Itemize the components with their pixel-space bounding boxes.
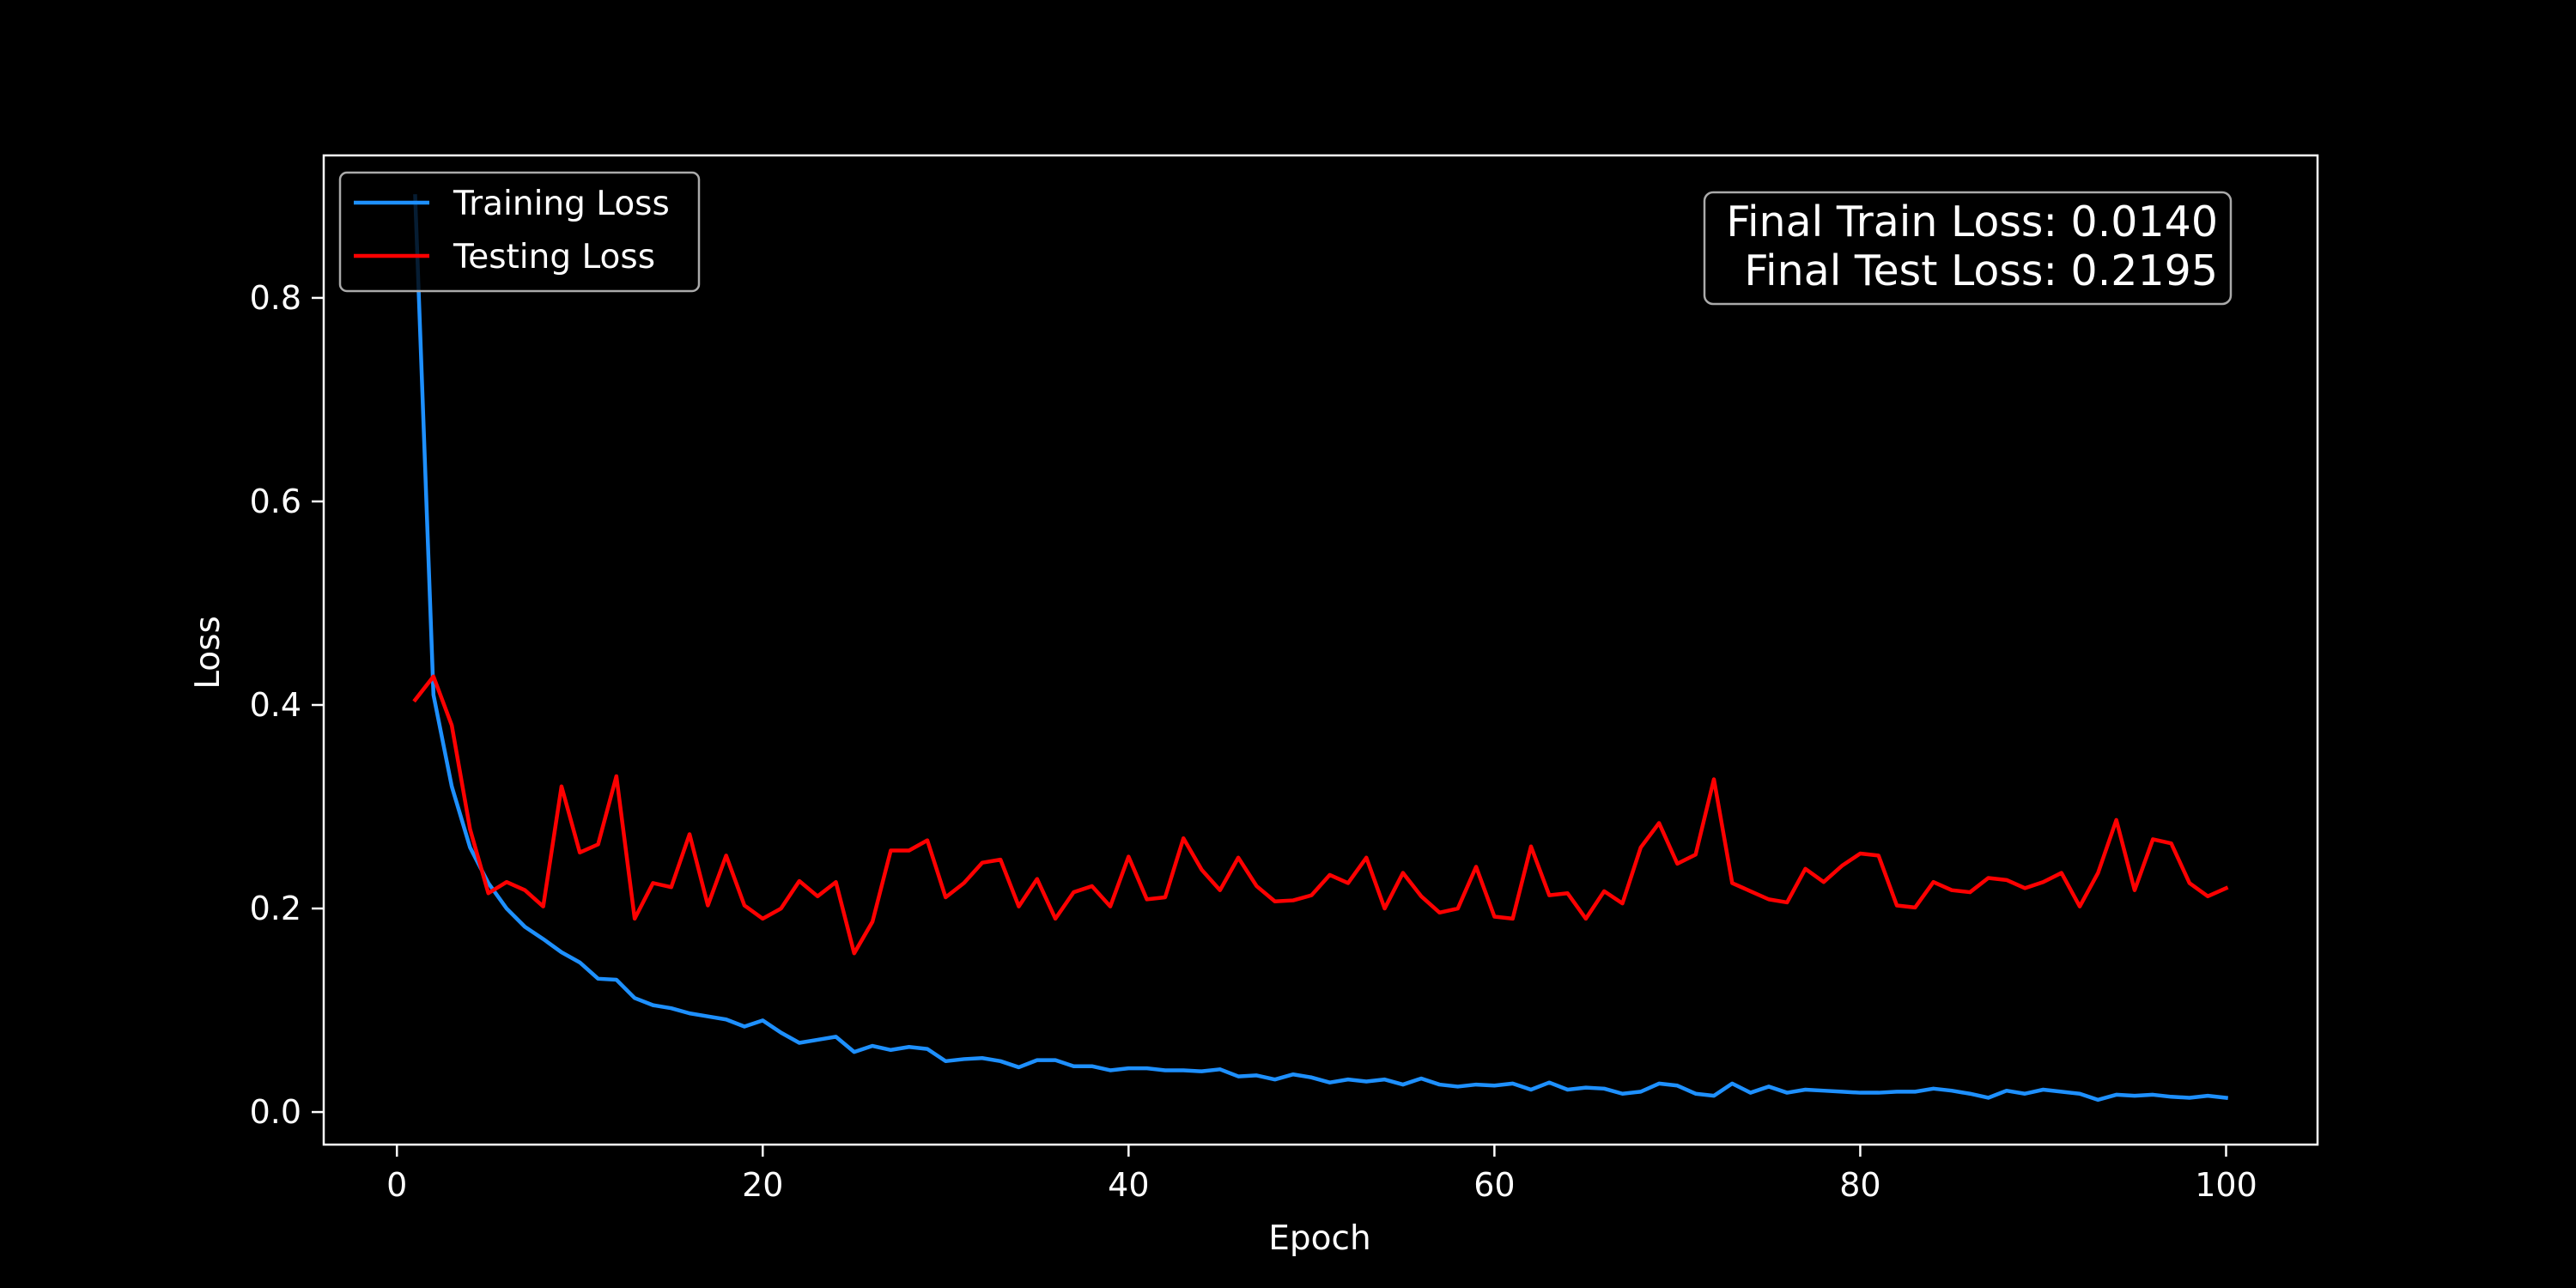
legend-box xyxy=(338,171,701,293)
y-tick-label: 0.0 xyxy=(250,1093,301,1131)
plot-area xyxy=(412,194,2229,1103)
x-tick-label: 100 xyxy=(2195,1166,2257,1204)
legend-label-training-loss: Training Loss xyxy=(453,185,670,223)
y-tick-label: 0.2 xyxy=(250,890,301,927)
final-test-loss-text: Final Test Loss: 0.2195 xyxy=(1744,246,2218,295)
y-tick-label: 0.6 xyxy=(250,483,301,520)
x-tick-label: 20 xyxy=(742,1166,783,1204)
legend-label-testing-loss: Testing Loss xyxy=(453,238,655,276)
y-axis-label: Loss xyxy=(189,616,228,690)
x-tick-label: 0 xyxy=(386,1166,407,1204)
y-tick-label: 0.4 xyxy=(250,686,301,724)
final-train-loss-text: Final Train Loss: 0.0140 xyxy=(1726,197,2218,246)
legend: Training Loss Testing Loss xyxy=(338,171,701,293)
x-tick-label: 40 xyxy=(1108,1166,1149,1204)
series-line-testing-loss xyxy=(412,674,2229,956)
x-tick-label: 60 xyxy=(1473,1166,1515,1204)
series-line-training-loss xyxy=(413,194,2228,1103)
axes-frame xyxy=(322,154,2319,1146)
y-tick-label: 0.8 xyxy=(250,279,301,317)
axes: 0 20 40 60 80 100 0.0 0.2 0.4 0.6 0.8 xyxy=(250,154,2319,1204)
x-axis-label: Epoch xyxy=(1268,1219,1370,1258)
annotation-box xyxy=(1703,191,2233,306)
x-tick-label: 80 xyxy=(1839,1166,1880,1204)
